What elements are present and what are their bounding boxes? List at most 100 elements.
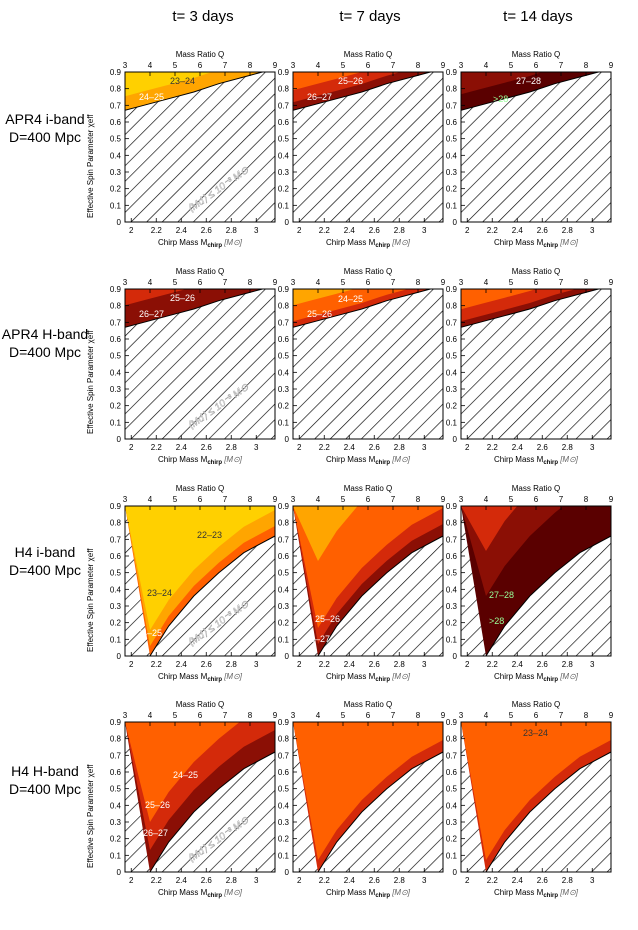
x-tick-label: 2.6 [369, 876, 381, 885]
q-tick-label: 5 [173, 61, 178, 70]
row-label-line1: H4 H-band [11, 763, 79, 779]
y-tick-label: 0.8 [110, 85, 122, 94]
top-axis-title: Mass Ratio Q [512, 50, 560, 59]
x-tick-label: 2.4 [176, 443, 188, 452]
x-tick-label: 2 [465, 660, 470, 669]
y-tick-label: 0.9 [446, 502, 458, 511]
q-tick-label: 8 [584, 61, 589, 70]
contour-label: 27–28 [489, 590, 514, 600]
y-tick-label: 0.5 [110, 785, 122, 794]
row-label-line1: H4 i-band [14, 544, 76, 560]
q-tick-label: 5 [173, 278, 178, 287]
plot-area [293, 289, 443, 439]
contour-label: 24–25 [173, 770, 198, 780]
y-tick-label: 0.5 [278, 135, 290, 144]
boundary-line [317, 751, 443, 872]
y-tick-label: 0.8 [278, 519, 290, 528]
contour-label: 26–27 [305, 634, 330, 644]
y-tick-label: 0.5 [110, 352, 122, 361]
plot-area [293, 72, 443, 222]
top-axis-title: Mass Ratio Q [176, 700, 224, 709]
q-tick-label: 7 [391, 278, 396, 287]
q-tick-label: 6 [198, 711, 203, 720]
bottom-axis-title: Chirp Mass Mchirp [M⊙] [494, 672, 579, 683]
y-tick-label: 0.2 [446, 402, 458, 411]
x-tick-label: 2.4 [176, 226, 188, 235]
x-tick-label: 2.2 [151, 876, 163, 885]
y-tick-label: 0.4 [278, 801, 290, 810]
q-tick-label: 6 [534, 495, 539, 504]
row-label-line2: D=400 Mpc [9, 344, 81, 360]
y-tick-label: 0.3 [446, 385, 458, 394]
y-tick-label: 0.8 [110, 735, 122, 744]
contour-label: 25–26 [145, 800, 170, 810]
contour-label: 26–27 [307, 92, 332, 102]
y-tick-label: 0.6 [446, 552, 458, 561]
q-tick-label: 7 [223, 495, 228, 504]
y-tick-label: 0.4 [278, 151, 290, 160]
x-tick-label: 2.2 [151, 226, 163, 235]
panel-r0-c1: 0 0.1 0.2 0.3 0.4 0.5 0.6 0.7 0.8 0.9 2 2.2 2.4 2.6 2.… [278, 50, 446, 249]
boundary-line [485, 535, 611, 656]
y-tick-label: 0.2 [278, 835, 290, 844]
y-tick-label: 0.6 [110, 552, 122, 561]
q-tick-label: 3 [291, 711, 296, 720]
q-tick-label: 6 [366, 61, 371, 70]
y-tick-label: 0.5 [278, 352, 290, 361]
y-tick-label: 0.2 [278, 402, 290, 411]
boundary-line [461, 72, 599, 111]
x-tick-label: 3 [422, 443, 427, 452]
y-axis-title-row-4: Effective Spin Parameter χeff [86, 764, 95, 868]
plot-area [125, 722, 275, 872]
column-title-14-days: t= 14 days [503, 8, 573, 25]
row-label-line2: D=400 Mpc [9, 781, 81, 797]
x-tick-label: 3 [590, 876, 595, 885]
y-tick-label: 0 [117, 868, 122, 877]
panel-r2-c1: 0 0.1 0.2 0.3 0.4 0.5 0.6 0.7 0.8 0.9 2 2.2 2.4 2.6 2.… [278, 484, 446, 683]
bottom-axis-title: Chirp Mass Mchirp [M⊙] [494, 238, 579, 249]
y-tick-label: 0.1 [446, 851, 458, 860]
q-tick-label: 9 [609, 711, 614, 720]
top-axis-title: Mass Ratio Q [176, 484, 224, 493]
boundary-line [149, 751, 275, 872]
x-tick-label: 3 [422, 660, 427, 669]
x-tick-label: 2.8 [226, 660, 238, 669]
q-tick-label: 3 [123, 61, 128, 70]
y-tick-label: 0.2 [278, 619, 290, 628]
contour-label: 24–25 [139, 92, 164, 102]
x-tick-label: 2.2 [319, 876, 331, 885]
contour-label: 26–27 [143, 828, 168, 838]
x-tick-label: 2.6 [369, 660, 381, 669]
y-tick-label: 0.7 [110, 751, 122, 760]
x-tick-label: 2 [129, 443, 134, 452]
q-tick-label: 8 [584, 278, 589, 287]
y-tick-label: 0.9 [278, 718, 290, 727]
contour-band-orange [125, 722, 275, 822]
y-tick-label: 0.1 [278, 635, 290, 644]
contour-band-orange [461, 722, 611, 860]
q-tick-label: 3 [291, 61, 296, 70]
contour-label: 25–26 [170, 293, 195, 303]
x-tick-label: 2.4 [344, 226, 356, 235]
bottom-axis-title: Chirp Mass Mchirp [M⊙] [326, 455, 411, 466]
y-axis-title-row-1: Effective Spin Parameter χeff [86, 114, 95, 218]
y-tick-label: 0.3 [446, 602, 458, 611]
y-tick-label: 0.9 [446, 718, 458, 727]
q-tick-label: 9 [273, 495, 278, 504]
x-tick-label: 2.6 [537, 226, 549, 235]
x-tick-label: 2.8 [562, 443, 574, 452]
q-tick-label: 7 [391, 711, 396, 720]
boundary-line [125, 72, 263, 111]
y-tick-label: 0.6 [278, 552, 290, 561]
q-tick-label: 4 [484, 278, 489, 287]
panel-r3-c0: 0 0.1 0.2 0.3 0.4 0.5 0.6 0.7 0.8 0.9 2 2.2 2.4 2.6 2.… [110, 700, 278, 899]
y-tick-label: 0.1 [110, 851, 122, 860]
x-tick-label: 2.6 [537, 443, 549, 452]
y-tick-label: 0.9 [110, 502, 122, 511]
plot-area [293, 506, 443, 656]
y-tick-label: 0.1 [278, 418, 290, 427]
row-label-line1: APR4 i-band [5, 111, 85, 127]
x-tick-label: 2 [465, 226, 470, 235]
y-tick-label: 0.5 [278, 785, 290, 794]
contour-band-light-orange [293, 289, 443, 306]
